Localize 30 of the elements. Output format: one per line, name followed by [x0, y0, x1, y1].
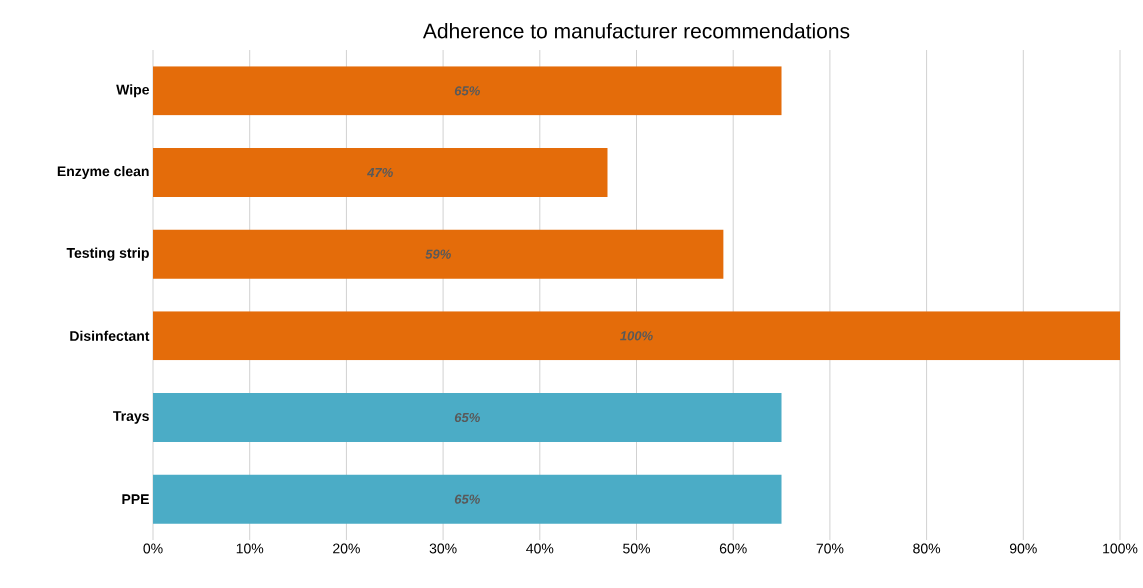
bar [153, 311, 1120, 361]
x-tick-label: 100% [1103, 543, 1138, 554]
data-label: 65% [454, 86, 480, 96]
chart-title: Adherence to manufacturer recommendations [422, 23, 850, 39]
y-tick-label: Trays [113, 411, 149, 424]
bar [153, 229, 724, 279]
y-tick-label: Testing strip [66, 247, 149, 261]
x-tick-label: 80% [913, 543, 941, 554]
x-tick-label: 60% [719, 543, 747, 554]
data-label: 47% [367, 167, 393, 178]
x-tick-label: 10% [236, 543, 264, 554]
x-tick-label: 30% [429, 543, 457, 554]
x-tick-label: 70% [816, 543, 844, 554]
y-tick-label: Wipe [116, 84, 150, 98]
data-label: 65% [454, 412, 480, 423]
data-label: 100% [620, 331, 653, 341]
data-label: 59% [425, 249, 451, 259]
x-tick-label: 90% [1009, 543, 1037, 554]
bar [153, 474, 782, 524]
x-tick-label: 0% [143, 543, 163, 554]
y-tick-label: Enzyme clean [57, 165, 149, 180]
x-tick-label: 40% [526, 543, 554, 554]
bar [153, 392, 782, 442]
data-label: 65% [454, 494, 480, 504]
y-tick-label: PPE [122, 494, 149, 504]
y-tick-label: Disinfectant [70, 330, 150, 341]
x-tick-label: 20% [333, 543, 360, 554]
bar [153, 66, 782, 116]
bar [153, 148, 608, 197]
x-tick-label: 50% [623, 543, 651, 554]
